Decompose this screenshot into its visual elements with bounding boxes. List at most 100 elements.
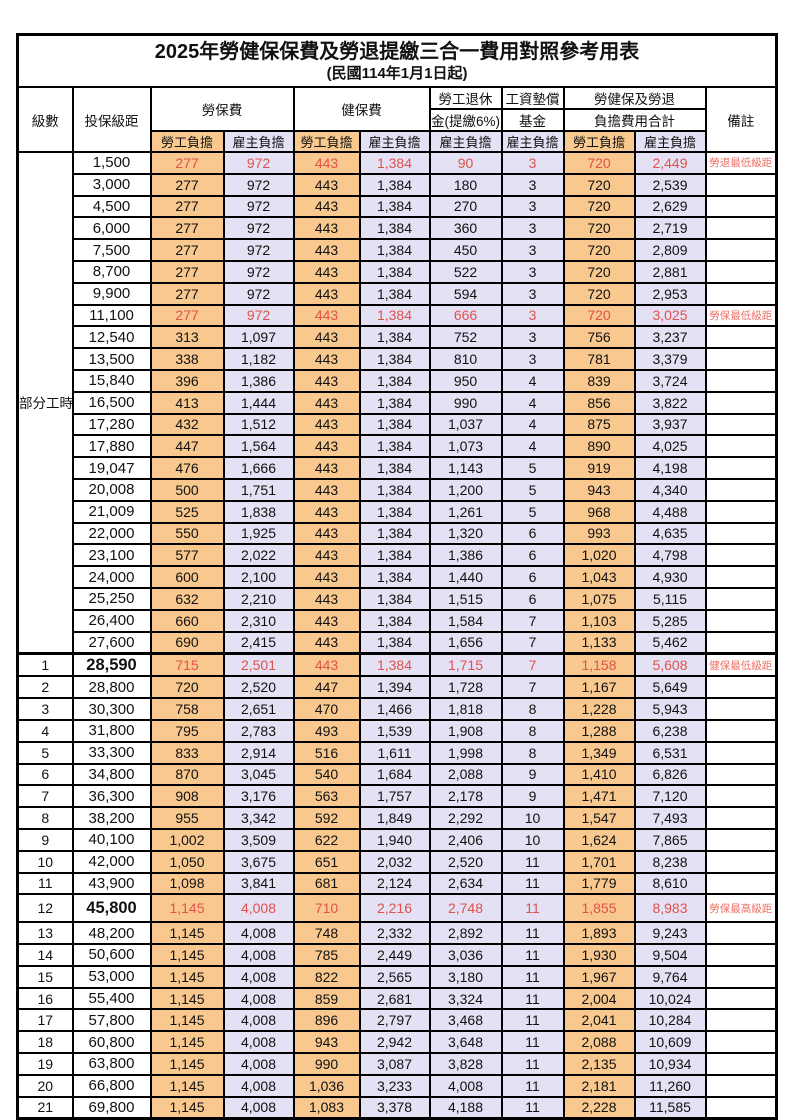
- health-ins-employee-cell: 1,036: [292, 1073, 361, 1098]
- level-cell: 18: [16, 1030, 74, 1055]
- wage-fund-employer-cell: 3: [500, 281, 565, 306]
- wage-fund-employer-cell: 11: [500, 893, 565, 924]
- remark-cell: [704, 871, 778, 896]
- health-ins-employee-cell: 443: [292, 434, 361, 459]
- labor-ins-employer-cell: 2,022: [222, 543, 295, 568]
- pension-employer-cell: 2,634: [428, 871, 503, 896]
- wage-fund-employer-cell: 11: [500, 1008, 565, 1033]
- pension-employer-cell: 1,200: [428, 477, 503, 502]
- wage-fund-employer-cell: 11: [500, 986, 565, 1011]
- total-employer-cell: 3,237: [633, 325, 707, 350]
- table-row: 22,000 550 1,925 443 1,384 1,320 6 993 4,635: [18, 521, 778, 546]
- labor-ins-employee-cell: 577: [149, 543, 225, 568]
- health-ins-employer-cell: 1,384: [358, 608, 431, 633]
- total-employee-cell: 2,004: [562, 986, 636, 1011]
- table-row: 1 28,590 715 2,501 443 1,384 1,715 7 1,158 5,608 健…: [16, 652, 778, 678]
- wage-fund-employer-cell: 5: [500, 456, 565, 480]
- labor-ins-employer-cell: 1,564: [222, 434, 295, 459]
- labor-ins-employer-cell: 4,008: [222, 964, 295, 989]
- health-ins-employer-cell: 1,466: [358, 697, 431, 721]
- total-employee-cell: 1,893: [562, 921, 636, 946]
- total-employee-cell: 943: [562, 477, 636, 502]
- bracket-cell: 22,000: [71, 521, 152, 546]
- total-employer-cell: 10,609: [633, 1030, 707, 1055]
- labor-ins-employee-cell: 720: [149, 675, 225, 700]
- health-ins-employee-cell: 443: [292, 259, 361, 284]
- table-row: 11,100 277 972 443 1,384 666 3 720 3,025 勞保最低級距: [18, 303, 778, 328]
- wage-fund-employer-cell: 5: [500, 499, 565, 524]
- wage-fund-employer-cell: 8: [500, 718, 565, 743]
- health-ins-employer-cell: 1,384: [358, 194, 431, 219]
- subheader-health-employer: 雇主負擔: [358, 130, 431, 153]
- health-ins-employee-cell: 443: [292, 325, 361, 350]
- pension-employer-cell: 1,998: [428, 740, 503, 765]
- total-employee-cell: 2,041: [562, 1008, 636, 1033]
- labor-ins-employer-cell: 3,045: [222, 762, 295, 787]
- remark-cell: [704, 477, 778, 502]
- col-header-pension-line2: 金(提繳6%): [428, 108, 503, 132]
- labor-ins-employee-cell: 1,050: [149, 849, 225, 874]
- table-row: 23,100 577 2,022 443 1,384 1,386 6 1,020 4,798: [18, 543, 778, 568]
- health-ins-employer-cell: 1,384: [358, 456, 431, 480]
- total-employer-cell: 4,635: [633, 521, 707, 546]
- labor-ins-employer-cell: 1,386: [222, 368, 295, 393]
- health-ins-employee-cell: 443: [292, 412, 361, 437]
- total-employee-cell: 720: [562, 151, 636, 175]
- remark-cell: [704, 986, 778, 1011]
- health-ins-employer-cell: 1,384: [358, 390, 431, 415]
- bracket-cell: 50,600: [71, 943, 152, 967]
- total-employee-cell: 720: [562, 303, 636, 328]
- table-row: 20,008 500 1,751 443 1,384 1,200 5 943 4,340: [18, 477, 778, 502]
- health-ins-employer-cell: 1,384: [358, 521, 431, 546]
- bracket-cell: 60,800: [71, 1030, 152, 1055]
- pension-employer-cell: 3,180: [428, 964, 503, 989]
- labor-ins-employer-cell: 2,415: [222, 630, 295, 655]
- table-row: 15,840 396 1,386 443 1,384 950 4 839 3,724: [18, 368, 778, 393]
- pension-employer-cell: 2,088: [428, 762, 503, 787]
- level-cell: 15: [16, 964, 74, 989]
- total-employee-cell: 781: [562, 347, 636, 371]
- health-ins-employer-cell: 1,384: [358, 565, 431, 589]
- health-ins-employer-cell: 1,384: [358, 499, 431, 524]
- pension-employer-cell: 1,728: [428, 675, 503, 700]
- remark-cell: [704, 172, 778, 197]
- wage-fund-employer-cell: 10: [500, 806, 565, 830]
- bracket-cell: 17,880: [71, 434, 152, 459]
- remark-cell: [704, 806, 778, 830]
- level-cell: 8: [16, 806, 74, 830]
- subheader-total-employee: 勞工負擔: [562, 130, 636, 153]
- health-ins-employee-cell: 1,083: [292, 1095, 361, 1120]
- bracket-cell: 33,300: [71, 740, 152, 765]
- total-employee-cell: 720: [562, 281, 636, 306]
- level-cell: 21: [16, 1095, 74, 1120]
- pension-employer-cell: 810: [428, 347, 503, 371]
- health-ins-employee-cell: 592: [292, 806, 361, 830]
- labor-ins-employee-cell: 1,145: [149, 1008, 225, 1033]
- labor-ins-employer-cell: 1,512: [222, 412, 295, 437]
- labor-ins-employer-cell: 2,520: [222, 675, 295, 700]
- total-employee-cell: 1,158: [562, 652, 636, 678]
- col-header-wage-fund-line1: 工資墊償: [500, 86, 565, 110]
- total-employer-cell: 4,488: [633, 499, 707, 524]
- health-ins-employer-cell: 1,384: [358, 368, 431, 393]
- health-ins-employee-cell: 443: [292, 608, 361, 633]
- remark-cell: [704, 586, 778, 611]
- health-ins-employer-cell: 1,384: [358, 238, 431, 262]
- level-cell: 20: [16, 1073, 74, 1098]
- health-ins-employee-cell: 443: [292, 347, 361, 371]
- remark-cell: [704, 390, 778, 415]
- health-ins-employer-cell: 2,124: [358, 871, 431, 896]
- remark-cell: [704, 740, 778, 765]
- total-employer-cell: 4,340: [633, 477, 707, 502]
- pension-employer-cell: 1,584: [428, 608, 503, 633]
- remark-cell: [704, 347, 778, 371]
- total-employer-cell: 11,585: [633, 1095, 707, 1120]
- pension-employer-cell: 950: [428, 368, 503, 393]
- pension-employer-cell: 1,261: [428, 499, 503, 524]
- wage-fund-employer-cell: 8: [500, 697, 565, 721]
- health-ins-employee-cell: 622: [292, 827, 361, 852]
- total-employer-cell: 2,629: [633, 194, 707, 219]
- labor-ins-employee-cell: 660: [149, 608, 225, 633]
- remark-cell: [704, 1073, 778, 1098]
- level-cell: 1: [16, 652, 74, 678]
